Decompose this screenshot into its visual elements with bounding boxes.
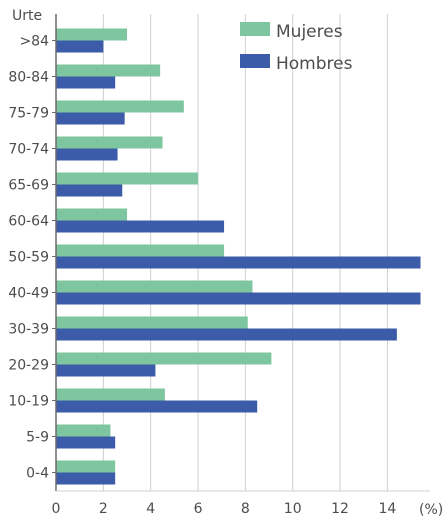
category-label: 30-39 <box>8 322 49 338</box>
bar-mujeres-10 <box>56 388 165 401</box>
axes <box>52 14 430 492</box>
x-tick-label: 10 <box>284 501 302 516</box>
bar-hombres-7 <box>56 292 421 305</box>
bar-hombres-2 <box>56 112 125 125</box>
category-label: 10-19 <box>8 394 49 410</box>
bar-mujeres-7 <box>56 280 253 293</box>
x-tick-label: 2 <box>99 501 108 516</box>
category-label: 75-79 <box>8 106 49 122</box>
category-label: 5-9 <box>26 430 49 446</box>
bar-mujeres-11 <box>56 424 111 437</box>
x-tick-label: 4 <box>146 501 155 516</box>
y-axis-title: Urte <box>12 8 42 24</box>
bar-hombres-1 <box>56 76 116 89</box>
x-tick-label: 12 <box>331 501 349 516</box>
bars <box>56 28 421 485</box>
bar-mujeres-2 <box>56 100 184 113</box>
category-label: 50-59 <box>8 250 49 266</box>
bar-hombres-8 <box>56 328 397 341</box>
category-label: 65-69 <box>8 178 49 194</box>
category-label: 0-4 <box>26 466 49 482</box>
bar-mujeres-3 <box>56 136 163 149</box>
bar-hombres-0 <box>56 40 104 53</box>
category-labels: >84 80-84 75-79 70-74 65-69 60-64 50-59 40-49 30… <box>8 34 49 482</box>
bar-mujeres-8 <box>56 316 248 329</box>
bar-hombres-6 <box>56 256 421 269</box>
bar-hombres-12 <box>56 472 116 485</box>
x-tick-label: 0 <box>52 501 61 516</box>
category-label: 60-64 <box>8 214 49 230</box>
bar-hombres-10 <box>56 400 258 413</box>
x-tick-labels: 0 2 4 6 8 10 12 14 <box>52 501 397 516</box>
bar-hombres-9 <box>56 364 156 377</box>
legend-label-mujeres: Mujeres <box>276 22 343 42</box>
category-label: 20-29 <box>8 358 49 374</box>
legend-swatch-mujeres <box>240 22 270 36</box>
bar-mujeres-4 <box>56 172 199 185</box>
bar-mujeres-9 <box>56 352 272 365</box>
bar-hombres-3 <box>56 148 118 161</box>
x-tick-label: 6 <box>194 501 203 516</box>
bar-hombres-5 <box>56 220 225 233</box>
x-tick-label: 14 <box>378 501 396 516</box>
category-label: >84 <box>19 34 49 50</box>
category-label: 40-49 <box>8 286 49 302</box>
legend-swatch-hombres <box>240 54 270 68</box>
bar-mujeres-6 <box>56 244 225 257</box>
bar-mujeres-1 <box>56 64 161 77</box>
x-tick-label: 8 <box>241 501 250 516</box>
legend-label-hombres: Hombres <box>276 54 353 74</box>
bar-mujeres-0 <box>56 28 128 41</box>
bar-hombres-11 <box>56 436 116 449</box>
bar-mujeres-12 <box>56 460 116 473</box>
bar-mujeres-5 <box>56 208 128 221</box>
category-label: 70-74 <box>8 142 49 158</box>
legend: Mujeres Hombres <box>240 22 353 74</box>
bar-hombres-4 <box>56 184 123 197</box>
x-axis-unit-label: (%) <box>419 502 443 516</box>
category-label: 80-84 <box>8 70 49 86</box>
